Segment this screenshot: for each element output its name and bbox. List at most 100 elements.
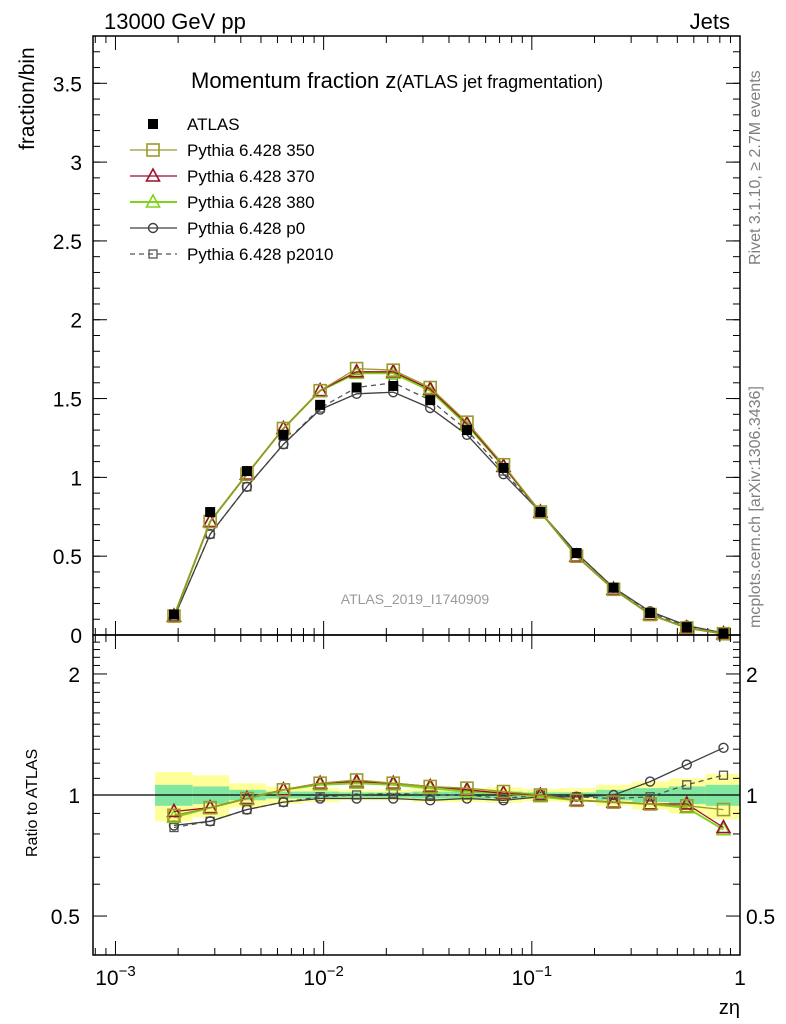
- ratio-point-pythia-6-428-350: [569, 793, 584, 808]
- main-point-pythia-6-428-p0: [241, 481, 253, 493]
- main-title: Momentum fraction z(ATLAS jet fragmentat…: [191, 68, 603, 93]
- legend-marker-atlas: [148, 119, 158, 129]
- main-point-pythia-6-428-350: [386, 363, 401, 377]
- ratio-point-pythia-6-428-350: [313, 776, 327, 790]
- ratio-point-pythia-6-428-370: [605, 793, 622, 808]
- ratio-frame: [92, 634, 741, 956]
- ratio-y-tick-label: 2: [68, 664, 80, 687]
- main-point-atlas: [681, 622, 692, 633]
- ratio-point-pythia-6-428-370: [312, 774, 328, 789]
- ratio-point-pythia-6-428-350: [276, 783, 291, 797]
- main-y-tick-label: 3: [70, 152, 82, 175]
- y-axis-title-ratio: Ratio to ATLAS: [24, 749, 41, 857]
- main-point-atlas: [608, 582, 619, 593]
- rivet-label: Rivet 3.1.10, ≥ 2.7M events: [747, 70, 764, 265]
- header-right: Jets: [690, 9, 730, 34]
- y-axis-title-main: fraction/bin: [16, 47, 39, 150]
- ratio-point-pythia-6-428-p0: [314, 793, 326, 804]
- header-left: 13000 GeV pp: [104, 9, 246, 34]
- ratio-point-pythia-6-428-370: [385, 774, 402, 789]
- main-point-atlas: [168, 609, 179, 620]
- legend-marker-pythia-6-428-p2010: [148, 249, 158, 259]
- ratio-point-pythia-6-428-p0: [498, 795, 509, 806]
- main-point-atlas: [461, 425, 472, 436]
- ratio-line-pythia-6-428-350: [173, 779, 724, 816]
- ratio-y-tick-label-right: 1: [746, 785, 758, 808]
- main-point-atlas: [351, 382, 362, 393]
- ratio-point-pythia-6-428-p2010: [718, 770, 729, 780]
- ratio-point-pythia-6-428-370: [166, 802, 182, 818]
- mcplots-label: mcplots.cern.ch [arXiv:1306.3436]: [747, 386, 764, 628]
- legend-label-pythia-6-428-350: Pythia 6.428 350: [187, 141, 315, 160]
- ratio-point-pythia-6-428-370: [422, 777, 439, 793]
- legend-marker-pythia-6-428-350: [146, 143, 160, 157]
- ratio-point-pythia-6-428-p0: [204, 816, 216, 827]
- ratio-y-tick-label: 1: [68, 785, 80, 808]
- main-point-atlas: [315, 399, 326, 410]
- main-y-tick-label: 3.5: [53, 73, 82, 96]
- ratio-point-pythia-6-428-p2010: [645, 792, 655, 802]
- main-point-atlas: [241, 466, 252, 477]
- ratio-point-pythia-6-428-350: [533, 788, 548, 802]
- ratio-point-pythia-6-428-350: [240, 791, 254, 806]
- main-y-tick-label: 2.5: [53, 231, 82, 254]
- main-point-pythia-6-428-350: [349, 361, 364, 376]
- ratio-point-pythia-6-428-350: [606, 795, 621, 809]
- ratio-point-pythia-6-428-p0: [681, 759, 692, 770]
- main-y-tick-label: 0: [70, 625, 82, 648]
- ratio-point-pythia-6-428-350: [423, 779, 438, 794]
- ratio-point-pythia-6-428-p0: [351, 793, 362, 804]
- x-tick-label: 10−2: [303, 963, 343, 990]
- ratio-point-pythia-6-428-p0: [278, 796, 289, 808]
- main-point-atlas: [718, 628, 729, 639]
- main-point-pythia-6-428-350: [313, 383, 327, 398]
- ratio-point-pythia-6-428-370: [678, 795, 695, 810]
- main-point-atlas: [425, 395, 436, 406]
- legend-marker-pythia-6-428-380: [145, 193, 161, 208]
- legend: ATLAS Pythia 6.428 350 Pythia 6.428 370 Pyt…: [130, 115, 334, 264]
- x-tick-label: 10−1: [512, 963, 552, 990]
- x-tick-label: 10−3: [95, 963, 135, 990]
- ratio-point-pythia-6-428-370: [715, 818, 732, 834]
- main-line-pythia-6-428-p0: [173, 391, 724, 634]
- main-y-tick-label: 1.5: [53, 389, 82, 412]
- ratio-point-pythia-6-428-350: [203, 800, 217, 815]
- main-point-pythia-6-428-350: [423, 380, 438, 395]
- legend-label-pythia-6-428-p0: Pythia 6.428 p0: [187, 219, 305, 238]
- ratio-point-pythia-6-428-p0: [388, 793, 399, 804]
- main-y-tick-label: 0.5: [53, 546, 82, 569]
- legend-marker-pythia-6-428-p0: [147, 222, 159, 234]
- main-line-pythia-6-428-350: [173, 367, 724, 635]
- main-point-pythia-6-428-350: [716, 626, 731, 641]
- ratio-point-pythia-6-428-370: [642, 795, 658, 810]
- ratio-point-pythia-6-428-p0: [718, 742, 729, 754]
- legend-label-pythia-6-428-380: Pythia 6.428 380: [187, 193, 315, 212]
- ratio-y-tick-label: 0.5: [51, 906, 80, 929]
- main-y-tick-label: 1: [70, 467, 82, 490]
- x-axis-title: zη: [719, 997, 740, 1019]
- main-point-atlas: [278, 429, 289, 440]
- ratio-point-pythia-6-428-380: [715, 820, 732, 836]
- ratio-y-tick-label-right: 0.5: [746, 906, 775, 929]
- ratio-plot: 0.5 0.5 1 1 2 2 10−3 10−2 10−1 1: [51, 634, 775, 990]
- main-point-atlas: [645, 607, 656, 618]
- ratio-point-pythia-6-428-350: [643, 797, 657, 811]
- ratio-line-pythia-6-428-p0: [173, 747, 724, 827]
- ratio-point-pythia-6-428-350: [716, 802, 731, 817]
- ratio-point-pythia-6-428-350: [460, 781, 474, 795]
- main-point-atlas: [571, 548, 582, 559]
- main-point-pythia-6-428-350: [679, 621, 694, 635]
- ratio-point-pythia-6-428-370: [532, 786, 549, 801]
- main-title-main: Momentum fraction z: [191, 68, 396, 93]
- ratio-y-tick-label-right: 2: [746, 664, 758, 687]
- ratio-point-pythia-6-428-p0: [644, 776, 656, 787]
- ratio-point-pythia-6-428-p2010: [682, 780, 692, 790]
- ratio-point-pythia-6-428-350: [167, 808, 181, 823]
- legend-label-atlas: ATLAS: [187, 115, 240, 134]
- main-point-pythia-6-428-350: [533, 505, 548, 519]
- legend-label-pythia-6-428-370: Pythia 6.428 370: [187, 167, 315, 186]
- legend-marker-pythia-6-428-370: [145, 167, 161, 182]
- main-y-tick-label: 2: [70, 310, 82, 333]
- main-point-atlas: [535, 507, 546, 518]
